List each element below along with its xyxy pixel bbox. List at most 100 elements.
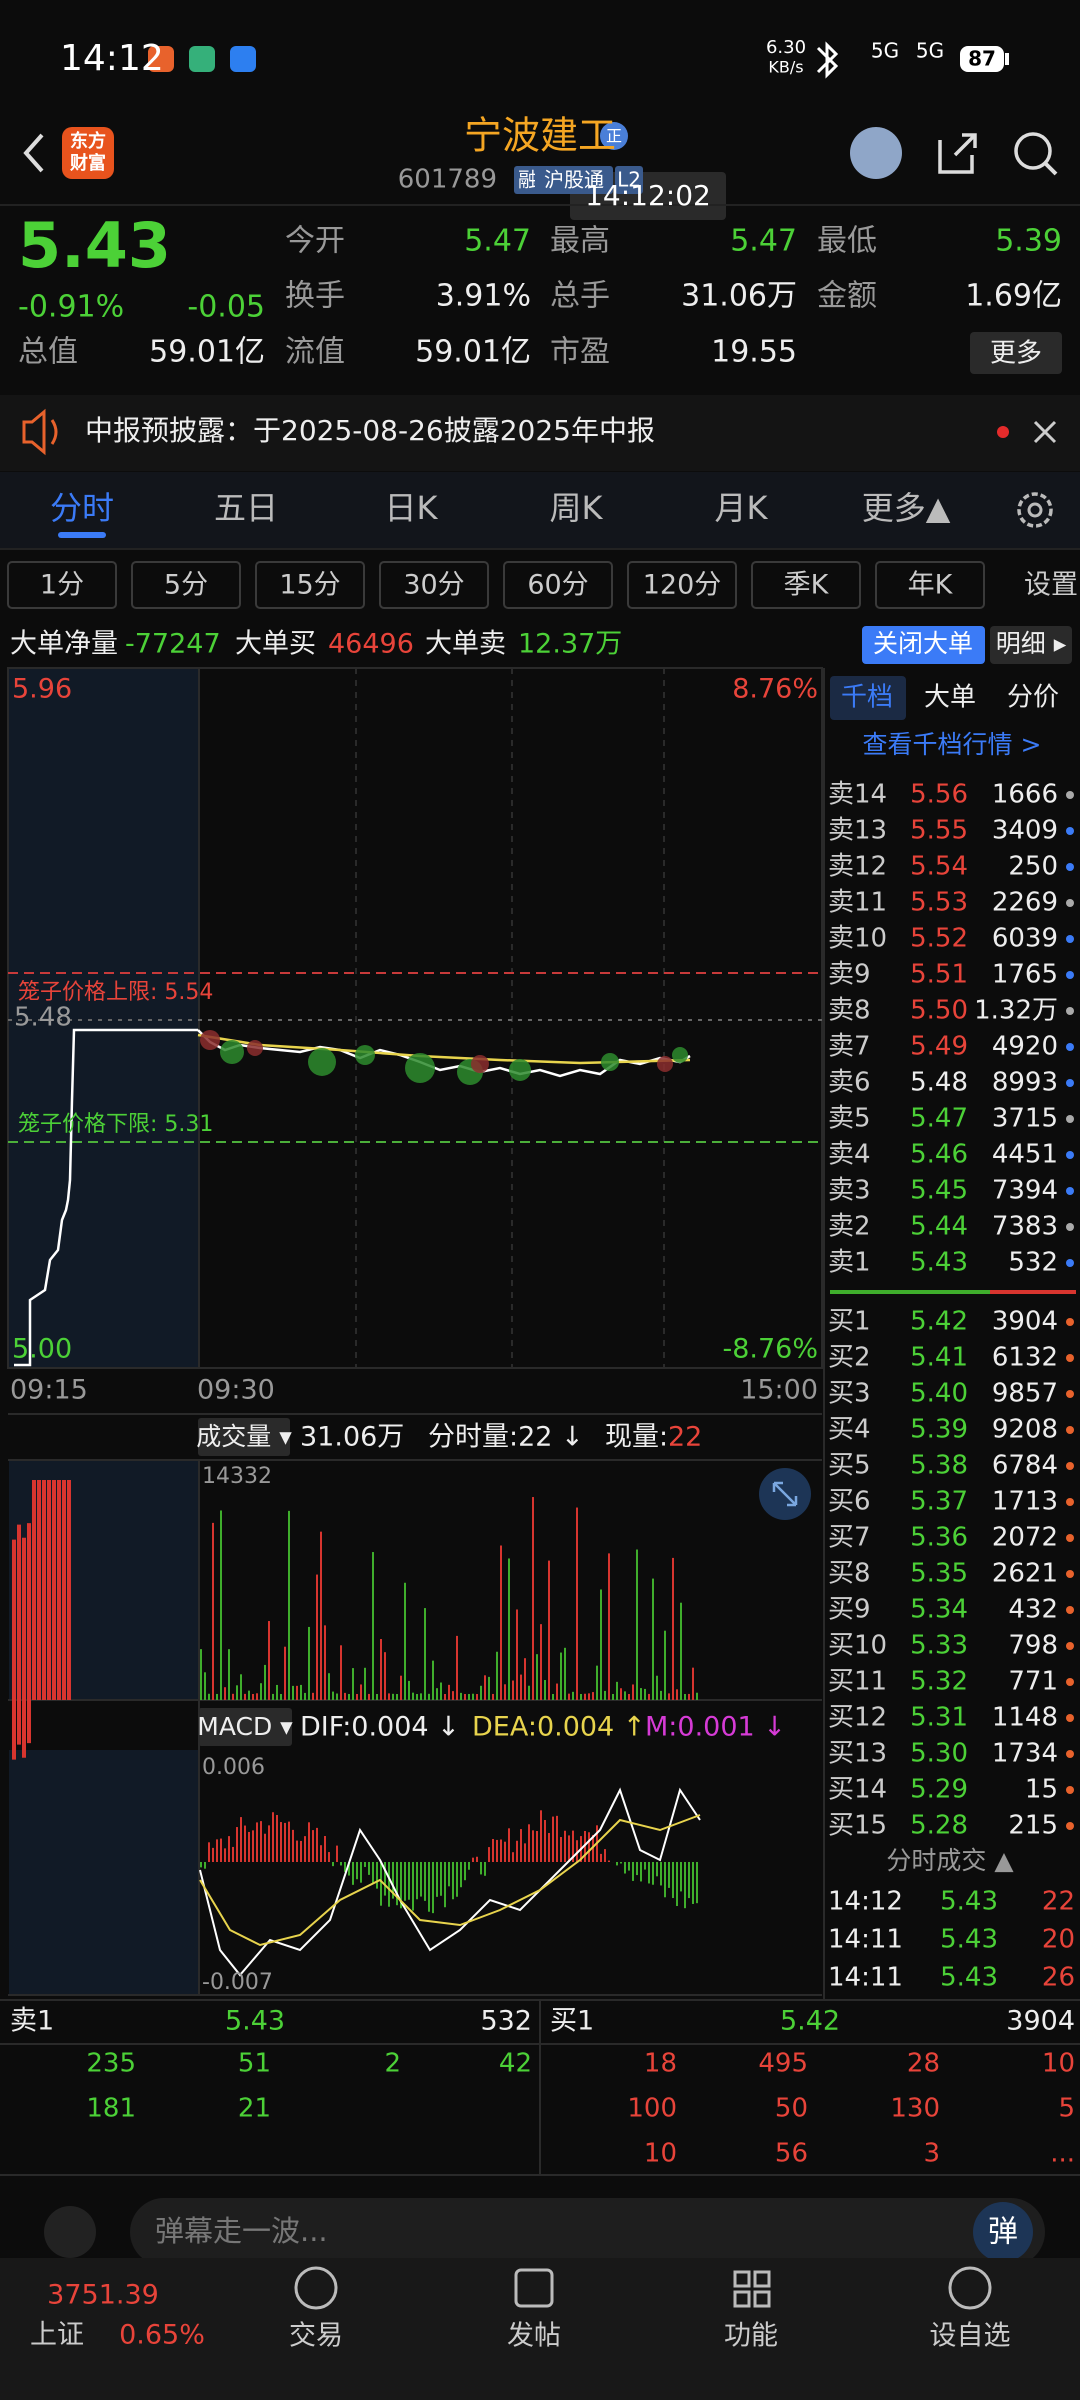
book-tab[interactable]: 千档 xyxy=(841,683,893,713)
volume-bar xyxy=(264,1664,266,1700)
nav-item[interactable]: 发帖 xyxy=(507,2321,561,2352)
comment-input[interactable] xyxy=(130,2198,1045,2266)
volume-bar xyxy=(568,1693,570,1700)
volume-bar xyxy=(540,1624,542,1700)
volume-bar xyxy=(444,1694,446,1700)
danmaku-button[interactable] xyxy=(973,2202,1033,2262)
book-dot xyxy=(1066,1786,1074,1794)
tab[interactable]: 日K xyxy=(385,489,439,527)
volume-bar xyxy=(272,1693,274,1700)
book-dot xyxy=(1066,1259,1074,1267)
book-dot xyxy=(1066,1354,1074,1362)
nav-item[interactable]: 交易 xyxy=(289,2321,343,2352)
period-button[interactable] xyxy=(379,561,489,609)
period-button[interactable] xyxy=(751,561,861,609)
field-value: 31.06万 xyxy=(681,279,797,314)
field-label: 金额 xyxy=(817,279,877,314)
volume-bar xyxy=(204,1672,206,1700)
volume-bar xyxy=(47,1480,51,1700)
macd-bar xyxy=(312,1830,314,1862)
book-level: 卖7 xyxy=(828,1032,871,1062)
book-level: 卖10 xyxy=(828,924,887,954)
volume-bar xyxy=(464,1693,466,1700)
volume-bar xyxy=(596,1665,598,1700)
badge-circle xyxy=(600,122,628,150)
macd-selector[interactable] xyxy=(198,1708,292,1746)
depth-order: 10 xyxy=(1042,2049,1075,2079)
volume-bar xyxy=(508,1558,510,1700)
chart-grid xyxy=(8,668,822,1996)
robot-button[interactable] xyxy=(850,127,902,179)
nav-item[interactable]: 设自选 xyxy=(930,2321,1011,2352)
volume-bar xyxy=(500,1545,502,1700)
tab[interactable]: 五日 xyxy=(214,489,278,527)
book-dot xyxy=(1066,1570,1074,1578)
book-volume: 9208 xyxy=(992,1415,1058,1445)
share-button[interactable] xyxy=(938,133,977,174)
stock-code: 601789 xyxy=(398,165,497,195)
period-label: 15分 xyxy=(279,570,340,601)
volume-bar xyxy=(512,1680,514,1700)
tab[interactable]: 更多▲ xyxy=(862,489,951,527)
book-volume: 4451 xyxy=(992,1140,1058,1170)
tab[interactable]: 月K xyxy=(715,489,769,527)
period-button[interactable] xyxy=(503,561,613,609)
book-level: 卖5 xyxy=(828,1104,871,1134)
volume-bar xyxy=(400,1675,402,1700)
period-button[interactable] xyxy=(627,561,737,609)
macd-bar xyxy=(220,1838,222,1862)
volume-bar xyxy=(408,1680,410,1700)
period-button[interactable] xyxy=(875,561,985,609)
book-volume: 2269 xyxy=(992,888,1058,918)
macd-bar xyxy=(276,1814,278,1862)
period-button[interactable] xyxy=(255,561,365,609)
more-button-label[interactable]: 更多 xyxy=(990,339,1042,369)
period-button[interactable] xyxy=(131,561,241,609)
search-handle xyxy=(1043,161,1058,176)
macd-bar xyxy=(548,1832,550,1862)
macd-bar xyxy=(360,1862,362,1883)
book-volume: 4920 xyxy=(992,1032,1058,1062)
book-dot xyxy=(1066,935,1074,943)
period-label: 120分 xyxy=(643,570,722,601)
close-big-order-button[interactable] xyxy=(862,626,985,664)
tab[interactable]: 周K xyxy=(550,489,604,527)
volume-bar xyxy=(256,1693,258,1700)
volume-bar xyxy=(528,1685,530,1700)
macd-bar xyxy=(216,1839,218,1862)
book-price: 5.32 xyxy=(910,1667,968,1697)
volume-bar xyxy=(628,1693,630,1700)
more-button[interactable] xyxy=(970,332,1062,374)
volume-bar xyxy=(396,1693,398,1700)
macd-selector-label: MACD ▾ xyxy=(197,1712,293,1741)
macd-bar xyxy=(316,1827,318,1862)
book-tab[interactable]: 大单 xyxy=(924,683,976,713)
change-pct: -0.91% xyxy=(18,290,124,325)
settings-gear[interactable] xyxy=(1017,492,1053,528)
book-level: 买2 xyxy=(828,1343,871,1373)
book-link[interactable]: 查看千档行情 > xyxy=(863,730,1042,759)
back-button[interactable] xyxy=(23,133,44,173)
macd-bar xyxy=(416,1862,418,1900)
macd-bar xyxy=(492,1838,494,1862)
close-button[interactable] xyxy=(1033,420,1057,444)
volume-bar xyxy=(12,1539,16,1760)
period-button[interactable] xyxy=(7,561,117,609)
field-value: 5.47 xyxy=(730,224,797,259)
macd-bar xyxy=(564,1830,566,1862)
volume-bar xyxy=(624,1691,626,1700)
macd-bar xyxy=(256,1822,258,1862)
book-level: 买9 xyxy=(828,1595,871,1625)
volume-selector[interactable] xyxy=(198,1418,290,1456)
book-dot xyxy=(1066,1079,1074,1087)
trade-price: 5.43 xyxy=(940,1887,998,1917)
search-button[interactable] xyxy=(1014,132,1052,170)
detail-button[interactable] xyxy=(990,626,1072,664)
field-value: 1.69亿 xyxy=(965,279,1062,314)
book-tab[interactable]: 分价 xyxy=(1007,683,1059,713)
tab[interactable]: 分时 xyxy=(50,489,114,527)
comment-icon[interactable] xyxy=(44,2206,96,2258)
nav-item[interactable]: 功能 xyxy=(724,2321,778,2352)
volume-bar xyxy=(620,1688,622,1700)
